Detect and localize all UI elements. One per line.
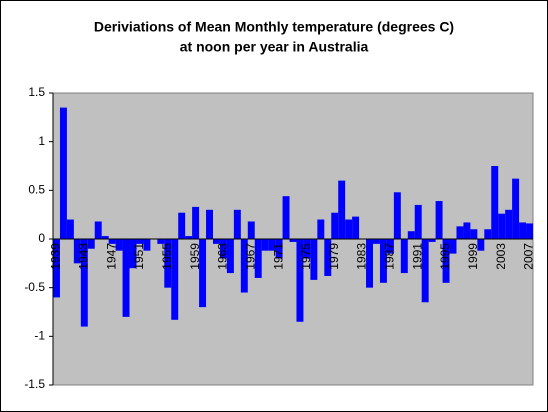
- bar: [282, 196, 290, 239]
- bar: [449, 239, 457, 254]
- bar: [317, 219, 325, 239]
- x-tick-label: 1959: [188, 243, 202, 270]
- y-tick-label: 1: [38, 134, 45, 148]
- bar: [94, 221, 102, 239]
- bar: [498, 213, 506, 239]
- chart-title: Deriviations of Mean Monthly temperature…: [94, 19, 454, 35]
- bar: [379, 239, 387, 283]
- bar: [407, 231, 415, 239]
- x-tick-label: 2003: [494, 243, 508, 270]
- x-tick-label: 1951: [132, 243, 146, 270]
- x-tick-label: 1979: [327, 243, 341, 270]
- bar: [73, 239, 81, 264]
- x-tick-label: 1991: [410, 243, 424, 270]
- bar: [206, 209, 213, 239]
- x-tick-label: 1995: [438, 243, 452, 270]
- bar: [185, 236, 193, 239]
- bar: [421, 239, 429, 303]
- x-tick-label: 1975: [299, 243, 313, 270]
- bar: [157, 239, 165, 244]
- bar: [505, 209, 513, 239]
- bar: [477, 239, 485, 251]
- bar: [199, 239, 207, 308]
- bar: [115, 239, 123, 251]
- bar: [442, 239, 450, 283]
- bar: [428, 239, 436, 242]
- y-tick-label: 0: [38, 231, 45, 245]
- bar: [303, 239, 311, 259]
- bar: [310, 239, 318, 280]
- bar: [247, 221, 255, 239]
- bar: [101, 236, 109, 239]
- bar: [373, 239, 380, 244]
- bar: [526, 223, 533, 239]
- y-tick-label: 0.5: [28, 183, 45, 197]
- bar: [491, 166, 499, 239]
- x-tick-label: 1971: [271, 243, 285, 270]
- bar: [171, 239, 179, 320]
- x-tick-label: 1939: [49, 243, 63, 270]
- bar: [435, 201, 443, 239]
- bar: [80, 239, 88, 327]
- bar: [254, 239, 262, 278]
- x-tick-label: 1947: [104, 243, 118, 270]
- x-tick-label: 1983: [355, 243, 369, 270]
- y-tick-label: -1.5: [24, 377, 45, 391]
- bar: [87, 239, 95, 249]
- bar: [129, 239, 137, 269]
- bar: [136, 239, 144, 244]
- bar: [233, 209, 241, 239]
- bar: [352, 216, 360, 239]
- bar: [59, 107, 67, 239]
- bar: [345, 219, 353, 239]
- bar: [143, 239, 151, 251]
- bar: [393, 192, 401, 239]
- bar: [519, 222, 527, 239]
- bar: [338, 180, 346, 239]
- bar: [261, 239, 269, 251]
- bar: [324, 239, 332, 276]
- bar: [386, 239, 394, 254]
- x-tick-label: 1963: [216, 243, 230, 270]
- bar: [331, 212, 339, 239]
- bar: [268, 239, 276, 251]
- bar: [213, 239, 220, 244]
- bar: [366, 239, 373, 288]
- bar: [275, 239, 283, 259]
- bar: [456, 226, 464, 239]
- y-tick-label: 1.5: [28, 85, 45, 99]
- bar: [512, 178, 520, 239]
- bar: [226, 239, 234, 274]
- bar: [108, 239, 116, 244]
- bar: [53, 239, 60, 298]
- bar: [296, 239, 304, 322]
- bar: [66, 219, 74, 239]
- x-tick-label: 1943: [76, 243, 90, 270]
- x-tick-label: 1987: [383, 243, 397, 270]
- x-tick-label: 1967: [243, 243, 257, 270]
- bar: [219, 239, 227, 259]
- y-tick-label: -1: [34, 329, 45, 343]
- x-tick-label: 1999: [466, 243, 480, 270]
- bar: [289, 239, 297, 242]
- bar: [164, 239, 172, 288]
- chart-title: at noon per year in Australia: [180, 39, 369, 55]
- bar: [484, 229, 492, 239]
- bar: [463, 222, 471, 239]
- bar: [414, 204, 422, 239]
- y-tick-label: -0.5: [24, 280, 45, 294]
- bar: [122, 239, 130, 317]
- x-tick-label: 2007: [522, 243, 536, 270]
- bar: [470, 229, 478, 239]
- x-tick-label: 1955: [160, 243, 174, 270]
- bar: [400, 239, 408, 274]
- bar: [240, 239, 248, 293]
- bar: [178, 212, 186, 239]
- bar: [192, 206, 200, 239]
